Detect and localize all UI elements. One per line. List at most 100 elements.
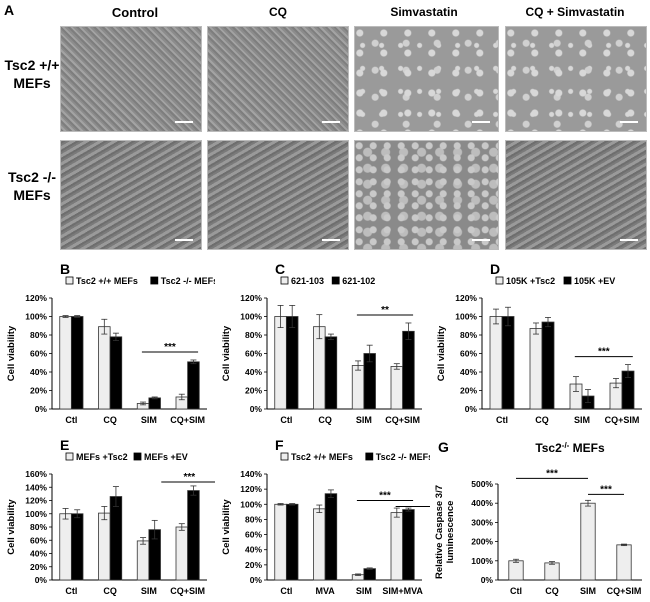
- chart-e-ytick-label-2: 40%: [30, 549, 47, 559]
- chart-g: G Tsc2-/- MEFs 0% 100% 200% 300% 400% 500% Relat…: [434, 439, 642, 596]
- row-label-tsc2-ko-line1: Tsc2 -/-: [8, 169, 56, 185]
- chart-f-xtick-label-0: Ctl: [280, 586, 292, 596]
- chart-f-sig-label-0: ***: [379, 491, 391, 502]
- chart-g-sig-label-0: ***: [546, 468, 558, 479]
- chart-c-xtick-label-1: CQ: [318, 415, 332, 425]
- chart-g-ytick-label-0: 0%: [481, 575, 494, 585]
- chart-f-ytick-label-7: 140%: [240, 469, 262, 479]
- chart-g-bar-s0-0: [508, 560, 524, 581]
- chart-d-legend-swatch-1: [563, 276, 572, 285]
- chart-g-ytick-label-4: 400%: [471, 498, 493, 508]
- chart-g-xtick-label-3: CQ+SIM: [607, 586, 642, 596]
- chart-b-ytick-label-3: 60%: [30, 349, 47, 359]
- chart-c-ytick-label-6: 120%: [240, 293, 262, 303]
- chart-c-ytick-label-5: 100%: [240, 312, 262, 322]
- micrograph-cq-ko: [207, 140, 349, 250]
- chart-e-ytick-label-6: 120%: [25, 496, 47, 506]
- chart-g-title: Tsc2-/- MEFs: [535, 441, 605, 456]
- chart-e-bar-s1-3: [187, 490, 200, 581]
- chart-c-bar-s1-0: [285, 316, 299, 410]
- chart-d-ytick-label-5: 100%: [455, 312, 477, 322]
- chart-g-bar-s0-1: [544, 562, 560, 581]
- chart-g-panel-letter: G: [438, 439, 449, 455]
- chart-f-xtick-label-1: MVA: [315, 586, 335, 596]
- chart-c: C 621-103 621-102 0% 20% 40% 60% 80% 100% 120% Cel…: [221, 261, 422, 425]
- col-header-cq-simvastatin: CQ + Simvastatin: [525, 5, 625, 19]
- chart-e-xtick-label-1: CQ: [103, 586, 117, 596]
- chart-c-xtick-label-2: SIM: [356, 415, 372, 425]
- chart-c-xtick-label-0: Ctl: [280, 415, 292, 425]
- chart-e-legend-label-1: MEFs +EV: [144, 452, 188, 462]
- chart-b-bar-s1-3: [187, 361, 200, 410]
- row-label-tsc2-ko: Tsc2 -/- MEFs: [4, 168, 60, 204]
- chart-f-legend-label-0: Tsc2 +/+ MEFs: [291, 452, 353, 462]
- chart-b-bar-s1-2: [148, 397, 161, 410]
- chart-g-ytick-label-5: 500%: [471, 479, 493, 489]
- micrograph-control-ko: [60, 140, 202, 250]
- chart-b-xtick-label-1: CQ: [103, 415, 117, 425]
- chart-f-xtick-label-2: SIM: [356, 586, 372, 596]
- chart-d-xtick-label-3: CQ+SIM: [605, 415, 640, 425]
- panel-a-letter: A: [4, 2, 15, 18]
- chart-e-bar-s0-1: [98, 512, 111, 581]
- chart-b-bar-s1-1: [109, 336, 123, 410]
- chart-d-sig-label-0: ***: [598, 347, 610, 358]
- micrograph-sim-ko: [354, 140, 499, 250]
- chart-f-bar-s1-1: [324, 493, 338, 581]
- chart-f-panel-letter: F: [275, 437, 284, 453]
- chart-f-xtick-label-3: SIM+MVA: [382, 586, 423, 596]
- chart-b-legend-label-1: Tsc2 -/- MEFs: [161, 276, 215, 286]
- chart-e-ytick-label-0: 0%: [35, 575, 48, 585]
- chart-e-panel-letter: E: [60, 437, 69, 453]
- chart-f-bar-s1-2: [363, 568, 376, 581]
- chart-d-legend-label-1: 105K +EV: [574, 276, 615, 286]
- chart-b-ytick-label-4: 80%: [30, 330, 47, 340]
- chart-b-xtick-label-0: Ctl: [65, 415, 77, 425]
- chart-f-bar-s0-3: [390, 512, 404, 581]
- micrograph-cq-wt: [207, 26, 349, 132]
- chart-b-ytick-label-1: 20%: [30, 386, 47, 396]
- chart-d-bar-s0-1: [529, 328, 543, 410]
- chart-c-bar-s0-3: [390, 366, 404, 410]
- chart-c-legend-label-0: 621-103: [291, 276, 324, 286]
- chart-e-ytick-label-3: 60%: [30, 535, 47, 545]
- chart-d-ylabel: Cell viability: [436, 325, 447, 381]
- chart-d-xtick-label-2: SIM: [574, 415, 590, 425]
- col-header-cq: CQ: [269, 5, 287, 19]
- chart-g-xtick-label-0: Ctl: [510, 586, 522, 596]
- chart-d-xtick-label-1: CQ: [535, 415, 549, 425]
- chart-f-ylabel: Cell viability: [221, 499, 232, 555]
- chart-f-ytick-label-0: 0%: [250, 575, 263, 585]
- chart-b-ylabel: Cell viability: [6, 325, 17, 381]
- chart-b: B Tsc2 +/+ MEFs Tsc2 -/- MEFs 0% 20% 40% 60% 80…: [6, 261, 215, 425]
- chart-b-xtick-label-2: SIM: [141, 415, 157, 425]
- chart-d-ytick-label-4: 80%: [460, 330, 477, 340]
- chart-f-bar-s1-0: [285, 503, 299, 581]
- col-header-simvastatin: Simvastatin: [390, 5, 458, 19]
- chart-g-ylabel2: luminescence: [445, 501, 456, 564]
- chart-c-ytick-label-0: 0%: [250, 404, 263, 414]
- chart-b-bar-s0-1: [98, 326, 111, 410]
- chart-b-legend-label-0: Tsc2 +/+ MEFs: [76, 276, 138, 286]
- chart-e-sig-label-0: ***: [184, 472, 196, 483]
- chart-f-ytick-label-4: 80%: [245, 514, 262, 524]
- chart-e-ytick-label-5: 100%: [25, 509, 47, 519]
- chart-e-xtick-label-2: SIM: [141, 586, 157, 596]
- chart-e-bar-s0-2: [136, 540, 150, 581]
- chart-g-bar-s0-2: [580, 502, 596, 581]
- chart-d-legend-label-0: 105K +Tsc2: [506, 276, 555, 286]
- chart-e-bar-s0-3: [175, 526, 189, 581]
- chart-e-bar-s1-0: [70, 513, 84, 581]
- chart-d-xtick-label-0: Ctl: [496, 415, 508, 425]
- chart-f-bar-s0-1: [313, 508, 326, 581]
- micrograph-sim-wt: [354, 26, 499, 132]
- chart-f-ytick-label-2: 40%: [245, 545, 262, 555]
- chart-c-bar-s0-2: [351, 365, 365, 410]
- chart-c-xtick-label-3: CQ+SIM: [385, 415, 420, 425]
- chart-f-ytick-label-1: 20%: [245, 560, 262, 570]
- chart-c-ylabel: Cell viability: [221, 325, 232, 381]
- chart-c-bar-s1-3: [402, 330, 415, 410]
- chart-f-bar-s1-3: [402, 509, 415, 581]
- chart-g-ylabel: Relative Caspase 3/7: [434, 485, 445, 579]
- chart-d-ytick-label-2: 40%: [460, 367, 477, 377]
